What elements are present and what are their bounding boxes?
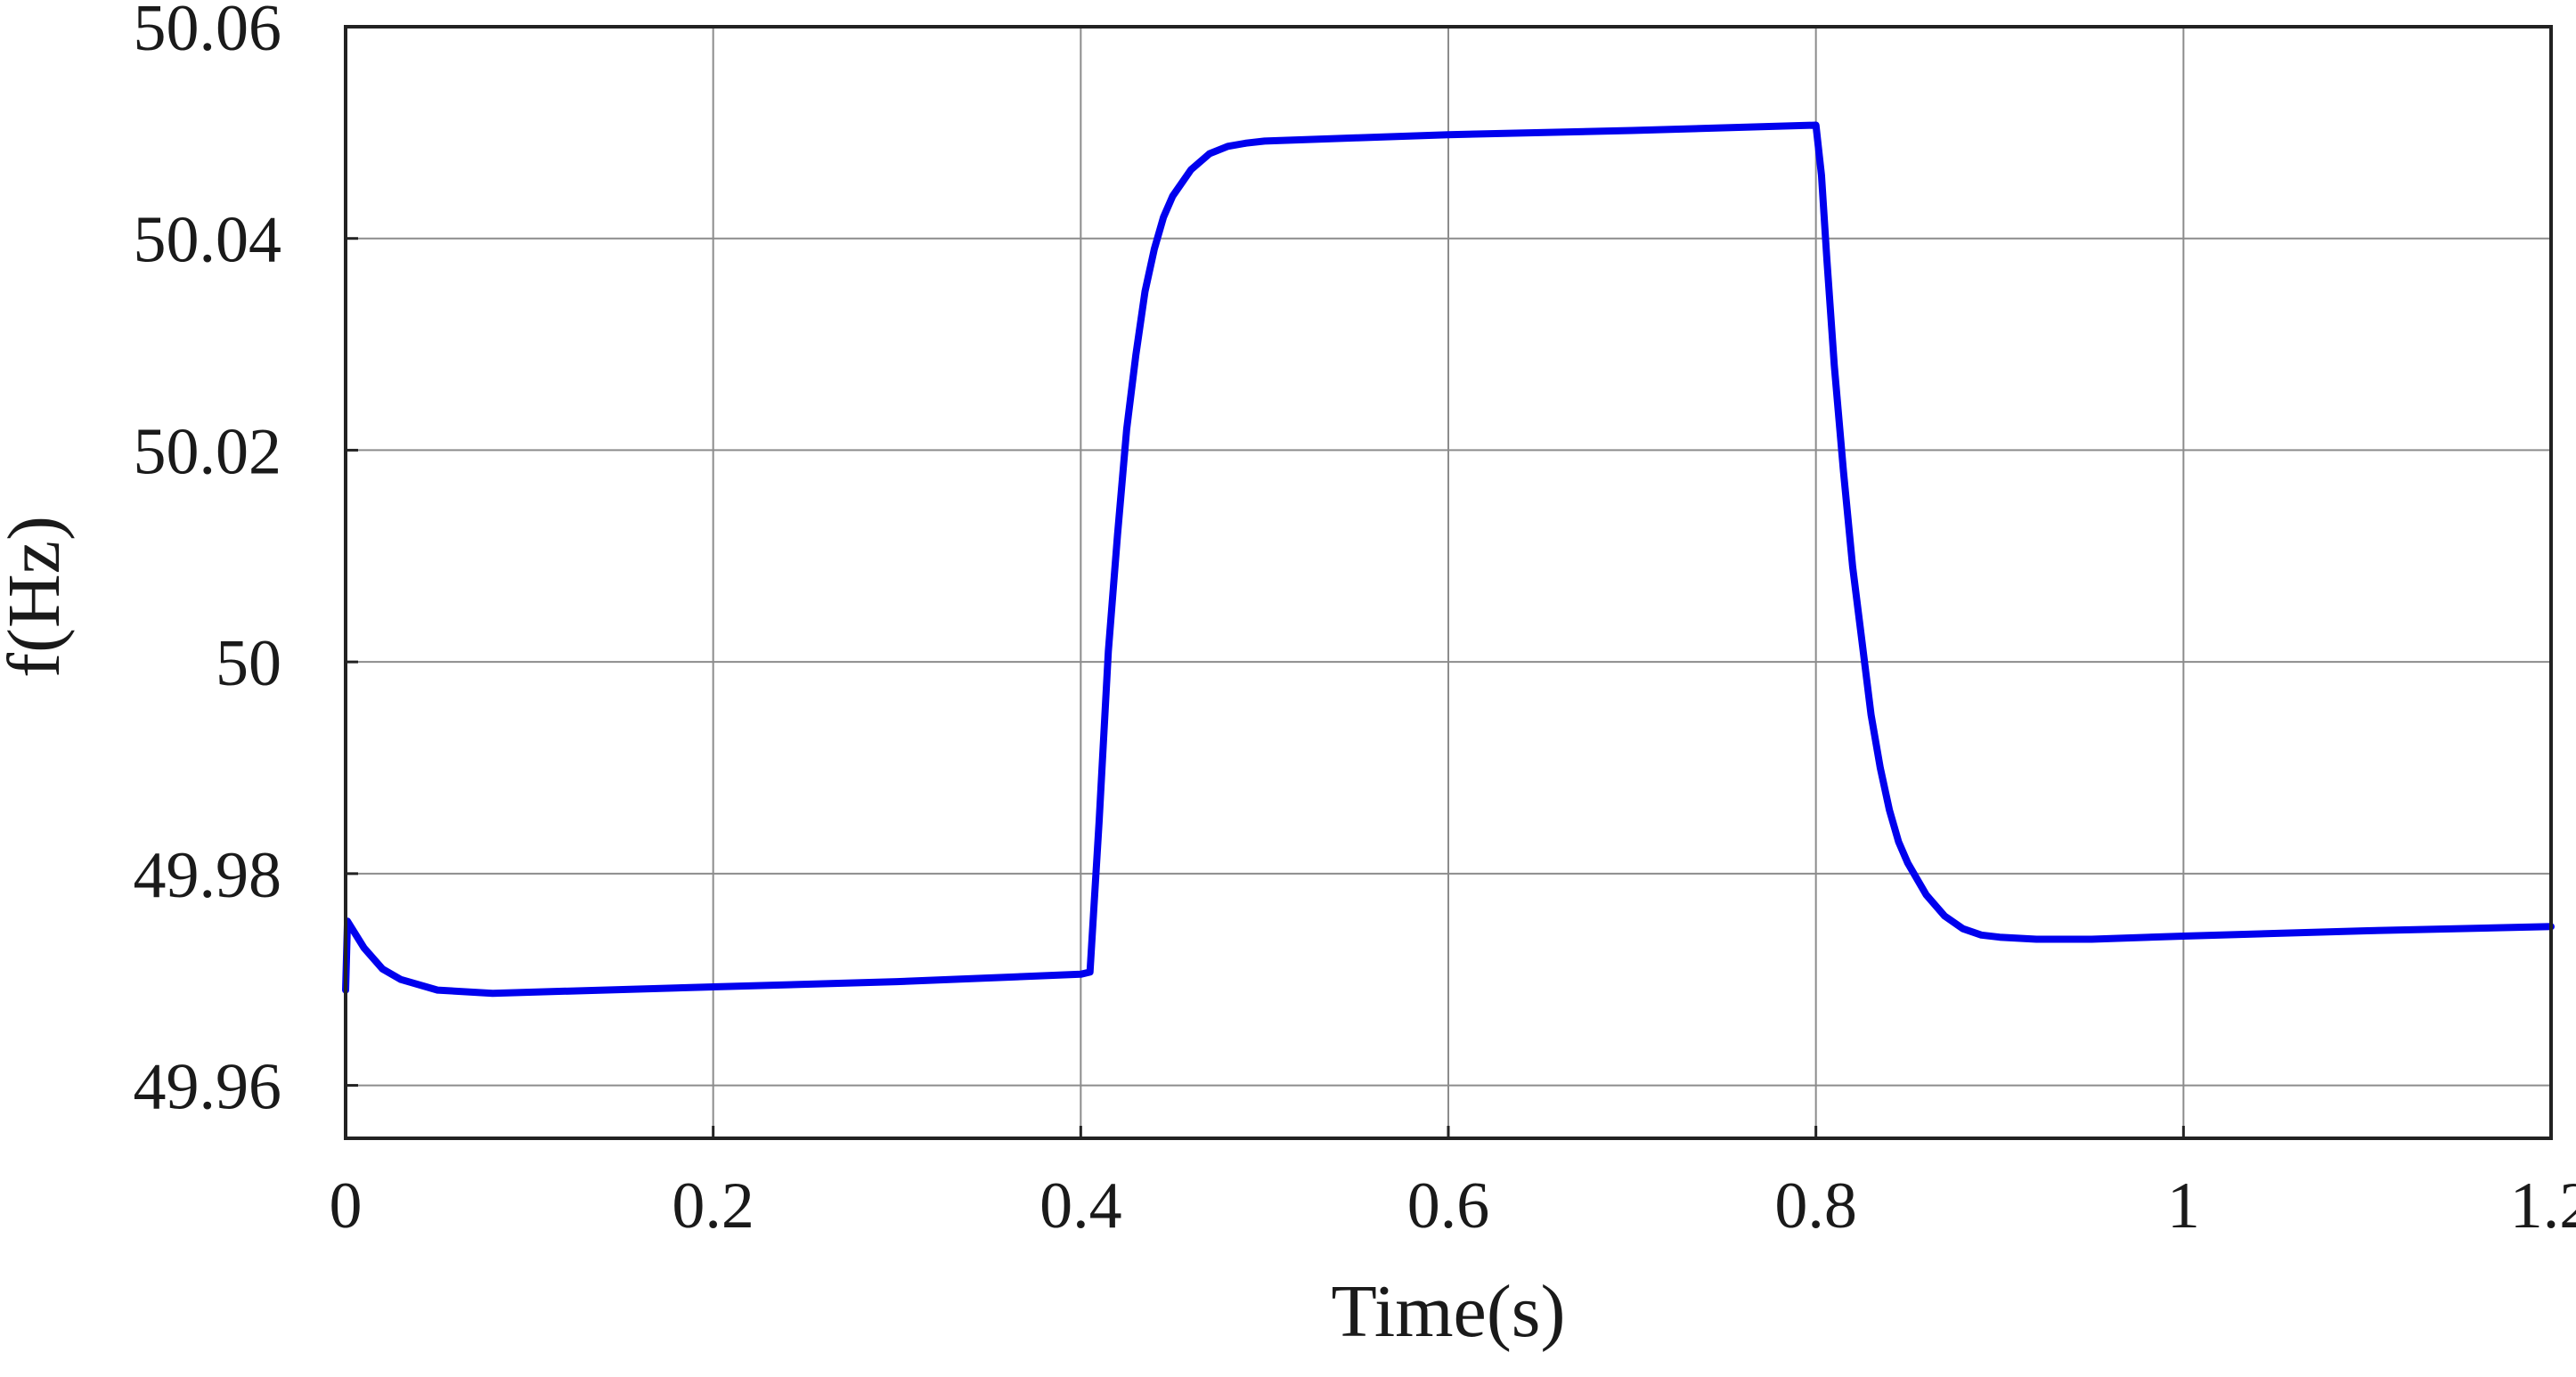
x-tick-label: 0: [330, 1169, 363, 1243]
y-tick-label: 50.02: [134, 415, 282, 488]
x-tick-label: 1: [2167, 1169, 2200, 1243]
x-tick-label: 1.2: [2510, 1169, 2576, 1243]
y-tick-label: 49.98: [134, 839, 282, 912]
y-tick-label: 50: [216, 627, 281, 700]
y-tick-label: 49.96: [134, 1051, 282, 1124]
x-tick-labels: 0 0.2 0.4 0.6 0.8 1 1.2: [330, 1126, 2576, 1243]
y-tick-labels: 49.96 49.98 50 50.02 50.04 50.06: [134, 0, 359, 1124]
y-axis-label: f(Hz): [0, 516, 76, 678]
y-tick-label: 50.06: [134, 0, 282, 65]
x-tick-label: 0.6: [1407, 1169, 1490, 1243]
grid: [346, 27, 2551, 1138]
y-tick-label: 50.04: [134, 204, 282, 277]
x-axis-label: Time(s): [1332, 1270, 1566, 1353]
x-tick-label: 0.2: [672, 1169, 754, 1243]
x-tick-label: 0.4: [1039, 1169, 1122, 1243]
x-tick-label: 0.8: [1774, 1169, 1857, 1243]
